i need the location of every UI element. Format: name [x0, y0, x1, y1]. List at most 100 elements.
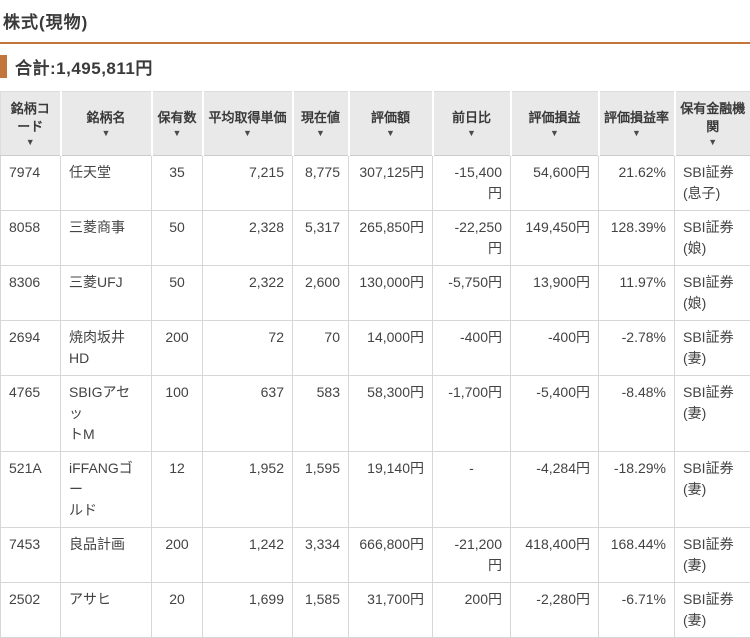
cell-avg_price: 72: [202, 320, 293, 376]
table-row: 8058 三菱商事 50 2,328 5,317 265,850円 -22,250円 149,…: [0, 210, 750, 266]
cell-day_change: -15,400円: [432, 155, 511, 211]
cell-pl: -400円: [510, 320, 599, 376]
column-header-label: 保有金融機 関: [680, 100, 746, 134]
table-row: 8306 三菱UFJ 50 2,322 2,600 130,000円 -5,750円 13,9…: [0, 265, 750, 321]
cell-day_change: -1,700円: [432, 375, 511, 452]
cell-valuation: 307,125円: [348, 155, 433, 211]
cell-qty: 12: [151, 451, 203, 528]
column-header-current_price[interactable]: 現在値 ▼: [291, 91, 349, 156]
cell-pl: -2,280円: [510, 582, 599, 638]
cell-avg_price: 1,242: [202, 527, 293, 583]
cell-current_price: 1,595: [292, 451, 349, 528]
cell-avg_price: 637: [202, 375, 293, 452]
cell-valuation: 130,000円: [348, 265, 433, 321]
cell-broker: SBI証券 (妻): [674, 320, 750, 376]
cell-valuation: 265,850円: [348, 210, 433, 266]
table-body: 7974 任天堂 35 7,215 8,775 307,125円 -15,400円 54,60…: [0, 155, 750, 638]
cell-name: 任天堂: [60, 155, 152, 211]
cell-broker: SBI証券 (妻): [674, 375, 750, 452]
sort-desc-icon: ▼: [467, 128, 476, 139]
cell-pl_rate: 128.39%: [598, 210, 675, 266]
cell-code: 7974: [0, 155, 61, 211]
total-accent-bar: [0, 54, 7, 78]
column-header-label: 現在値: [300, 109, 340, 125]
cell-code: 8058: [0, 210, 61, 266]
cell-pl_rate: -8.48%: [598, 375, 675, 452]
cell-avg_price: 2,322: [202, 265, 293, 321]
cell-code: 521A: [0, 451, 61, 528]
cell-current_price: 70: [292, 320, 349, 376]
cell-valuation: 19,140円: [348, 451, 433, 528]
holdings-table: 銘柄コ ード ▼ 銘柄名 ▼ 保有数 ▼ 平均取得単価 ▼ 現在値 ▼ 評価額 ▼ 前日比 ▼ 評価損益 ▼ 評…: [0, 91, 750, 638]
column-header-pl[interactable]: 評価損益 ▼: [509, 91, 599, 156]
column-header-qty[interactable]: 保有数 ▼: [150, 91, 203, 156]
column-header-valuation[interactable]: 評価額 ▼: [347, 91, 433, 156]
cell-valuation: 58,300円: [348, 375, 433, 452]
page-header: 株式(現物): [0, 0, 750, 44]
table-row: 4765 SBIGアセッ トM 100 637 583 58,300円 -1,700円 -5,…: [0, 375, 750, 452]
cell-broker: SBI証券 (息子): [674, 155, 750, 211]
cell-code: 2502: [0, 582, 61, 638]
cell-current_price: 583: [292, 375, 349, 452]
cell-qty: 20: [151, 582, 203, 638]
cell-day_change: 200円: [432, 582, 511, 638]
cell-valuation: 14,000円: [348, 320, 433, 376]
table-header: 銘柄コ ード ▼ 銘柄名 ▼ 保有数 ▼ 平均取得単価 ▼ 現在値 ▼ 評価額 ▼ 前日比 ▼ 評価損益 ▼ 評…: [0, 91, 750, 156]
column-header-broker[interactable]: 保有金融機 関 ▼: [673, 91, 750, 156]
cell-current_price: 8,775: [292, 155, 349, 211]
cell-broker: SBI証券 (娘): [674, 210, 750, 266]
sort-desc-icon: ▼: [550, 128, 559, 139]
sort-desc-icon: ▼: [316, 128, 325, 139]
total-summary: 合計:1,495,811円: [0, 54, 750, 78]
cell-avg_price: 1,699: [202, 582, 293, 638]
column-header-label: 銘柄コ ード: [10, 100, 50, 134]
cell-name: 焼肉坂井HD: [60, 320, 152, 376]
cell-day_change: -5,750円: [432, 265, 511, 321]
sort-desc-icon: ▼: [386, 128, 395, 139]
table-header-row: 銘柄コ ード ▼ 銘柄名 ▼ 保有数 ▼ 平均取得単価 ▼ 現在値 ▼ 評価額 ▼ 前日比 ▼ 評価損益 ▼ 評…: [0, 91, 750, 156]
cell-pl: -4,284円: [510, 451, 599, 528]
sort-desc-icon: ▼: [101, 128, 111, 139]
cell-day_change: -: [432, 451, 511, 528]
column-header-label: 平均取得単価: [208, 109, 287, 125]
cell-avg_price: 7,215: [202, 155, 293, 211]
column-header-label: 評価損益率: [603, 109, 669, 125]
sort-desc-icon: ▼: [708, 137, 718, 148]
cell-day_change: -400円: [432, 320, 511, 376]
column-header-label: 銘柄名: [86, 109, 126, 125]
table-row: 7453 良品計画 200 1,242 3,334 666,800円 -21,200円 418…: [0, 527, 750, 583]
table-row: 521A iFFANGゴー ルド 12 1,952 1,595 19,140円 - -4,28…: [0, 451, 750, 528]
page-title: 株式(現物): [0, 0, 750, 44]
cell-valuation: 666,800円: [348, 527, 433, 583]
cell-pl: 149,450円: [510, 210, 599, 266]
sort-desc-icon: ▼: [243, 128, 252, 139]
column-header-day_change[interactable]: 前日比 ▼: [431, 91, 511, 156]
cell-avg_price: 1,952: [202, 451, 293, 528]
cell-qty: 50: [151, 210, 203, 266]
table-row: 2502 アサヒ 20 1,699 1,585 31,700円 200円 -2,280円 -6.…: [0, 582, 750, 638]
column-header-name[interactable]: 銘柄名 ▼: [59, 91, 152, 156]
cell-pl_rate: 21.62%: [598, 155, 675, 211]
column-header-label: 評価損益: [528, 109, 581, 125]
cell-avg_price: 2,328: [202, 210, 293, 266]
cell-pl_rate: -6.71%: [598, 582, 675, 638]
cell-broker: SBI証券 (娘): [674, 265, 750, 321]
cell-pl_rate: 11.97%: [598, 265, 675, 321]
sort-desc-icon: ▼: [25, 137, 35, 148]
cell-pl_rate: -2.78%: [598, 320, 675, 376]
column-header-avg_price[interactable]: 平均取得単価 ▼: [201, 91, 293, 156]
column-header-pl_rate[interactable]: 評価損益率 ▼: [597, 91, 675, 156]
cell-qty: 50: [151, 265, 203, 321]
table-row: 7974 任天堂 35 7,215 8,775 307,125円 -15,400円 54,60…: [0, 155, 750, 211]
cell-current_price: 5,317: [292, 210, 349, 266]
cell-qty: 100: [151, 375, 203, 452]
column-header-code[interactable]: 銘柄コ ード ▼: [0, 91, 61, 156]
total-amount: 合計:1,495,811円: [15, 58, 153, 78]
cell-current_price: 2,600: [292, 265, 349, 321]
cell-day_change: -21,200円: [432, 527, 511, 583]
column-header-label: 保有数: [157, 109, 197, 125]
sort-desc-icon: ▼: [632, 128, 641, 139]
cell-qty: 200: [151, 527, 203, 583]
cell-day_change: -22,250円: [432, 210, 511, 266]
cell-code: 8306: [0, 265, 61, 321]
